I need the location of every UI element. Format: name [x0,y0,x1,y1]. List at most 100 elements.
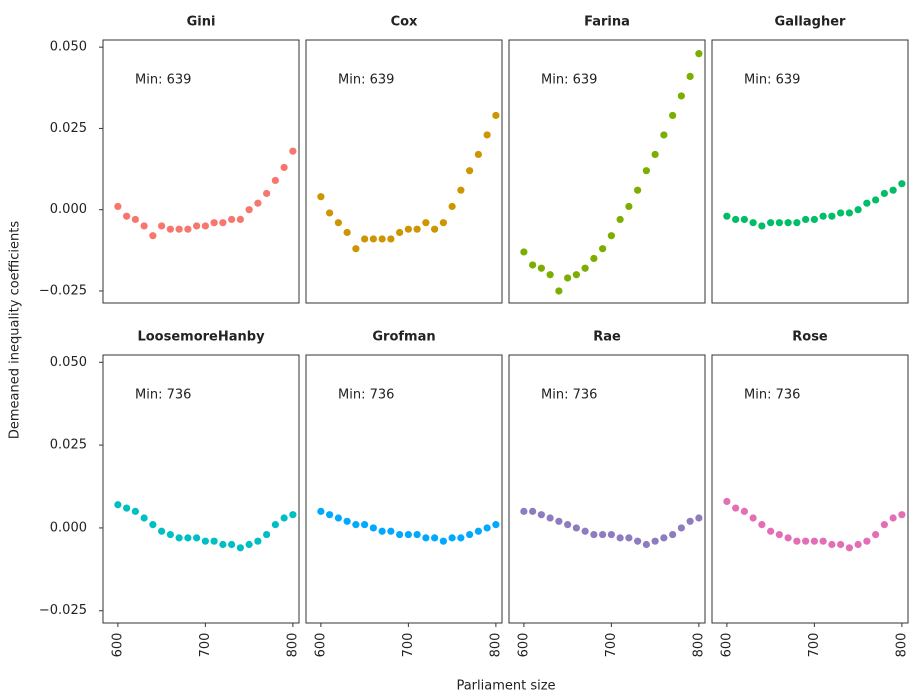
point [529,508,536,515]
chart: Demeaned inequality coefficients Parliam… [0,0,910,696]
point [237,544,244,551]
point [732,504,739,511]
point [758,521,765,528]
point [669,531,676,538]
y-tick-label: −0.025 [39,283,87,298]
point [457,534,464,541]
point [484,524,491,531]
point [590,255,597,262]
panel-frame [509,355,705,623]
point [564,274,571,281]
point [344,518,351,525]
point [811,538,818,545]
point [141,222,148,229]
point [837,209,844,216]
point [643,167,650,174]
point [776,531,783,538]
point [317,508,324,515]
point [520,248,527,255]
point [582,265,589,272]
point [520,508,527,515]
point [211,219,218,226]
panel-title: Gini [187,15,216,30]
point [289,148,296,155]
x-tick-label: 800 [894,633,909,658]
panel-frame [306,355,502,623]
point [263,531,270,538]
point [149,232,156,239]
point [352,521,359,528]
point [414,531,421,538]
point [608,232,615,239]
panel-title: LoosemoreHanby [137,330,265,345]
point [123,213,130,220]
x-tick-label: 700 [198,633,213,658]
point [529,261,536,268]
point [254,538,261,545]
annotation: Min: 736 [135,388,191,403]
point [547,271,554,278]
panel-frame [509,40,705,303]
annotation: Min: 736 [338,388,394,403]
x-tick-label: 700 [604,633,619,658]
point [582,528,589,535]
point [863,538,870,545]
annotation: Min: 639 [135,73,191,88]
point [652,151,659,158]
point [750,514,757,521]
point [158,528,165,535]
point [387,235,394,242]
x-tick-label: 600 [313,633,328,658]
point [687,73,694,80]
point [652,538,659,545]
point [776,219,783,226]
point [396,531,403,538]
point [687,518,694,525]
point [176,534,183,541]
point [396,229,403,236]
point [281,164,288,171]
point [475,528,482,535]
point [281,514,288,521]
point [802,538,809,545]
point [634,187,641,194]
point [254,200,261,207]
point [890,514,897,521]
point [414,226,421,233]
x-tick-label: 600 [719,633,734,658]
point [732,216,739,223]
point [193,534,200,541]
x-tick-label: 800 [691,633,706,658]
point [785,219,792,226]
x-tick-label: 700 [401,633,416,658]
y-tick-label: −0.025 [39,603,87,618]
point [272,177,279,184]
point [184,534,191,541]
point [422,219,429,226]
point [246,206,253,213]
point [723,498,730,505]
x-tick-label: 600 [110,633,125,658]
point [158,222,165,229]
point [573,271,580,278]
point [669,112,676,119]
point [828,213,835,220]
point [793,219,800,226]
point [828,541,835,548]
point [898,180,905,187]
point [678,92,685,99]
point [361,235,368,242]
point [123,504,130,511]
point [405,531,412,538]
point [335,219,342,226]
point [387,528,394,535]
point [890,187,897,194]
point [634,538,641,545]
annotation: Min: 639 [338,73,394,88]
point [855,206,862,213]
point [484,131,491,138]
point [449,534,456,541]
x-tick-label: 800 [285,633,300,658]
point [202,538,209,545]
annotation: Min: 736 [744,388,800,403]
